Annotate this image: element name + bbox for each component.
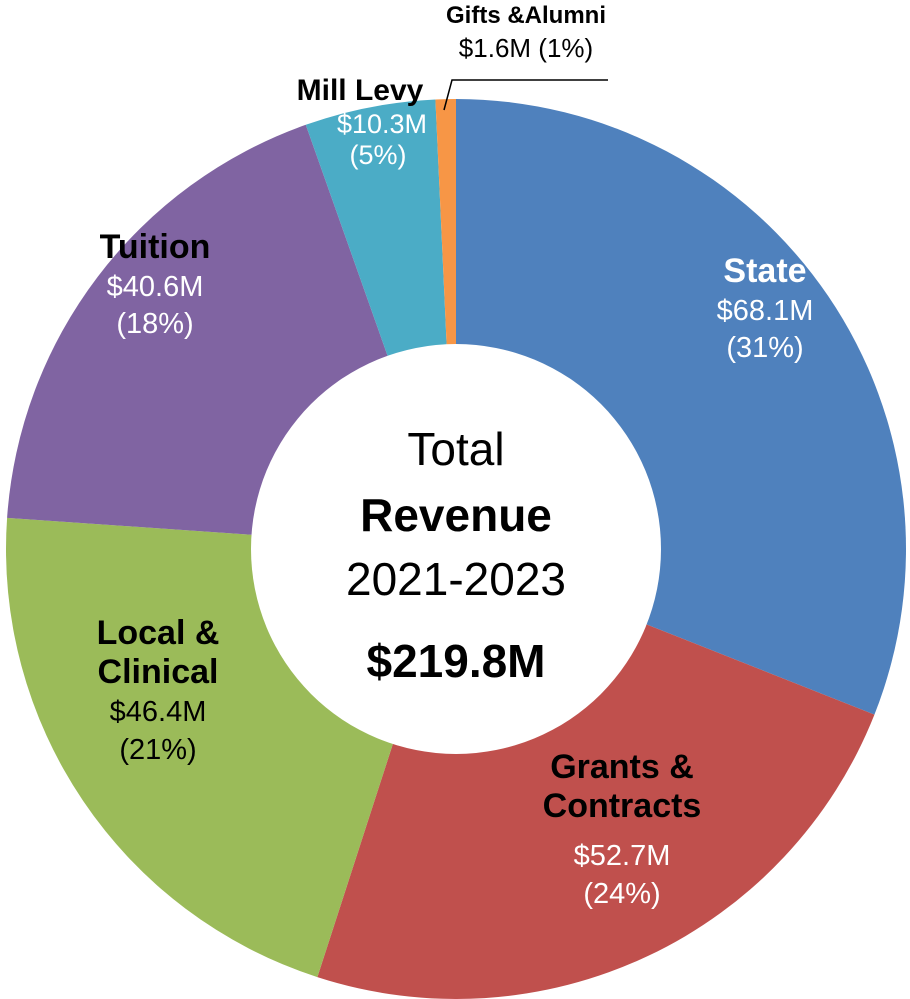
center-text: Total	[407, 423, 505, 475]
percent-label: (31%)	[726, 332, 804, 365]
category-label: Tuition	[99, 228, 211, 266]
center-text: 2021-2023	[346, 553, 566, 605]
value-label: $10.3M	[336, 108, 428, 139]
leader-line	[443, 79, 608, 111]
slice-label: Local & Clinical $46.4M (21%)	[58, 614, 258, 767]
percent-label: (5%)	[349, 139, 407, 170]
center-text: $219.8M	[366, 635, 546, 687]
slice-label: Mill Levy $10.3M (5%)	[240, 74, 480, 171]
donut-hole	[251, 344, 661, 754]
value-label: $1.6M	[458, 32, 532, 63]
percent-label: (1%)	[538, 32, 594, 63]
category-label: Grants & Contracts	[542, 748, 702, 826]
value-label: $40.6M	[106, 271, 204, 304]
percent-label: (21%)	[119, 733, 197, 766]
percent-label: (24%)	[583, 877, 661, 910]
category-label: Gifts &Alumni	[446, 2, 606, 29]
slice-label: Tuition $40.6M (18%)	[55, 228, 255, 342]
value-row: $1.6M (1%)	[396, 32, 656, 64]
value-label: $46.4M	[109, 696, 207, 729]
category-label: Local & Clinical	[96, 614, 220, 692]
slice-label: Grants & Contracts $52.7M (24%)	[512, 748, 732, 911]
category-label: State	[723, 252, 807, 290]
slice-label: Gifts &Alumni $1.6M (1%)	[396, 2, 656, 63]
slice-label: State $68.1M (31%)	[665, 252, 865, 366]
center-text: Revenue	[360, 489, 552, 541]
percent-label: (18%)	[116, 308, 194, 341]
value-label: $52.7M	[573, 840, 671, 873]
value-label: $68.1M	[716, 295, 814, 328]
category-label: Mill Levy	[296, 74, 424, 107]
